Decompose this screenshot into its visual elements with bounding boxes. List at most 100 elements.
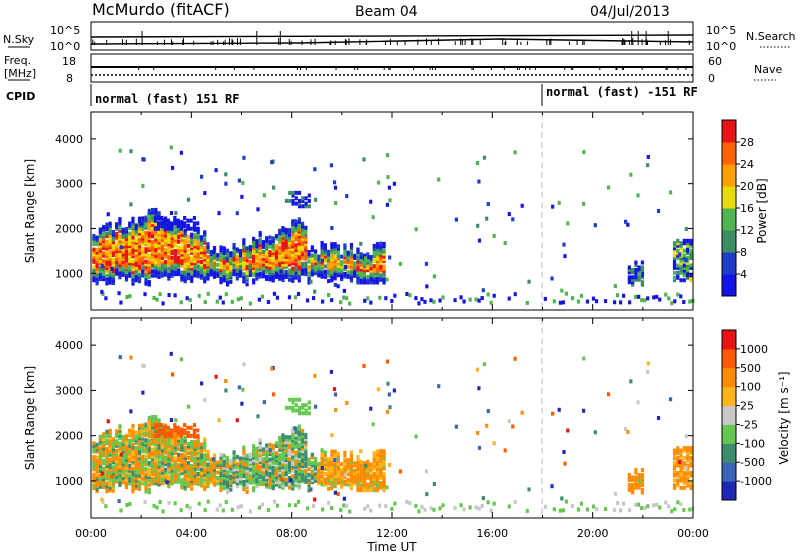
velocity-cell	[154, 453, 158, 458]
power-cell	[199, 250, 204, 255]
velocity-cell	[167, 454, 171, 459]
power-cell	[203, 240, 207, 245]
velocity-cell	[167, 444, 171, 449]
velocity-cell	[118, 475, 122, 480]
power-cell	[111, 271, 116, 276]
power-cell	[323, 269, 327, 274]
velocity-cell	[369, 488, 373, 493]
power-cell	[225, 258, 230, 263]
power-cell	[154, 244, 158, 249]
velocity-cell	[150, 451, 155, 456]
velocity-cell	[105, 476, 109, 481]
velocity-cell	[131, 442, 135, 447]
velocity-cell	[310, 463, 314, 468]
power-cell	[291, 236, 295, 241]
power-cell	[248, 301, 252, 306]
velocity-cell	[118, 443, 122, 448]
velocity-cell	[313, 473, 318, 478]
power-cell	[289, 270, 293, 275]
velocity-cell	[281, 480, 285, 485]
power-cell	[631, 270, 635, 275]
power-cell	[199, 253, 204, 258]
power-colorbar-tick-label: 24	[740, 158, 754, 171]
power-cell	[320, 243, 324, 248]
power-cell	[257, 297, 262, 302]
velocity-cell	[631, 475, 635, 480]
power-cell	[349, 250, 354, 255]
velocity-cell	[115, 434, 119, 439]
velocity-cell	[150, 432, 155, 437]
velocity-cell	[291, 468, 295, 473]
power-cell	[147, 231, 151, 236]
power-cell	[359, 277, 363, 282]
power-cell	[366, 275, 370, 280]
velocity-cell	[320, 469, 324, 474]
power-cell	[190, 241, 194, 246]
velocity-cell	[626, 429, 630, 434]
power-cell	[92, 257, 96, 262]
velocity-cell	[330, 479, 334, 484]
velocity-cell	[637, 473, 641, 478]
power-cell	[170, 235, 174, 240]
power-cell	[278, 245, 282, 250]
power-cell	[147, 211, 151, 216]
power-cell	[163, 237, 168, 242]
power-cell	[271, 276, 275, 281]
velocity-cell	[147, 463, 151, 468]
velocity-cell	[154, 478, 158, 483]
velocity-cell	[232, 467, 236, 472]
velocity-cell	[321, 507, 325, 512]
power-cell	[115, 241, 119, 246]
velocity-cell	[274, 480, 279, 485]
velocity-cell	[245, 460, 249, 465]
power-cell	[157, 257, 161, 262]
velocity-cell	[566, 428, 570, 433]
power-cell	[154, 268, 158, 273]
velocity-cell	[229, 466, 233, 471]
velocity-cell	[118, 436, 122, 441]
power-cell	[287, 260, 292, 265]
cpid-right-text: normal (fast) -151 RF	[546, 85, 698, 99]
power-cell	[160, 250, 164, 255]
power-cell	[177, 233, 181, 238]
velocity-cell	[379, 483, 383, 488]
velocity-cell	[369, 467, 373, 472]
power-cell	[92, 234, 96, 239]
power-cell	[287, 268, 292, 273]
velocity-cell	[141, 454, 145, 459]
power-cell	[160, 232, 164, 237]
velocity-cell	[252, 473, 256, 478]
velocity-cell	[646, 361, 650, 366]
velocity-cell	[92, 465, 96, 470]
velocity-cell	[157, 453, 161, 458]
power-cell	[375, 244, 380, 249]
velocity-cell	[336, 468, 341, 473]
velocity-cell	[271, 460, 275, 465]
power-cell	[307, 250, 311, 255]
power-cell	[183, 243, 187, 248]
power-cell	[179, 224, 183, 229]
velocity-cell	[216, 462, 220, 467]
velocity-cell	[115, 441, 119, 446]
power-cell	[284, 259, 288, 264]
velocity-cell	[631, 487, 635, 492]
velocity-cell	[160, 473, 164, 478]
power-cell	[144, 247, 148, 252]
velocity-cell	[685, 471, 690, 476]
power-cell	[150, 249, 155, 254]
power-cell	[219, 277, 223, 282]
velocity-cell	[441, 503, 445, 508]
velocity-cell	[232, 452, 236, 457]
power-cell	[507, 212, 511, 217]
power-cell	[118, 239, 122, 244]
velocity-cell	[141, 446, 145, 451]
velocity-cell	[147, 429, 151, 434]
velocity-cell	[369, 485, 373, 490]
velocity-cell	[336, 463, 341, 468]
power-cell	[203, 267, 207, 272]
velocity-cell	[219, 485, 223, 490]
power-cell	[278, 258, 282, 263]
velocity-cell	[615, 501, 620, 506]
power-cell	[261, 240, 266, 245]
power-cell	[163, 254, 168, 259]
